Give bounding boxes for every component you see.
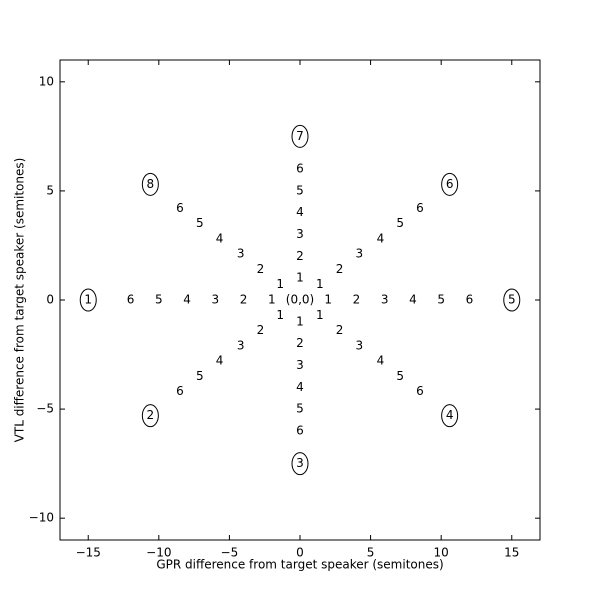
point-label: 6 <box>466 293 474 307</box>
circled-label: 2 <box>147 408 155 422</box>
point-label: 5 <box>396 216 404 230</box>
point-label: 6 <box>416 384 424 398</box>
circled-label: 6 <box>446 177 454 191</box>
x-tick-label: −15 <box>76 546 101 560</box>
x-axis-label: GPR difference from target speaker (semi… <box>156 558 443 572</box>
point-label: 5 <box>155 293 163 307</box>
point-label: 4 <box>377 354 385 368</box>
y-tick-label: −5 <box>36 402 54 416</box>
point-label: 3 <box>381 293 389 307</box>
x-tick-label: −10 <box>146 546 171 560</box>
point-label: 4 <box>296 380 304 394</box>
circle-marker <box>503 288 521 312</box>
circle-marker <box>141 404 159 428</box>
point-label: 4 <box>409 293 417 307</box>
point-label: 6 <box>416 201 424 215</box>
point-label: 3 <box>237 338 245 352</box>
point-label: 1 <box>316 308 324 322</box>
point-label: 1 <box>296 271 304 285</box>
point-label: 2 <box>336 262 344 276</box>
point-label: 4 <box>216 354 224 368</box>
circle-marker <box>291 124 309 148</box>
circle-marker <box>79 288 97 312</box>
x-tick-label: 5 <box>367 546 375 560</box>
point-label: 3 <box>296 358 304 372</box>
point-label: 1 <box>268 293 276 307</box>
x-tick-label: 15 <box>504 546 519 560</box>
point-label: 3 <box>296 227 304 241</box>
point-label: 6 <box>176 201 184 215</box>
point-label: 6 <box>176 384 184 398</box>
point-label: 2 <box>240 293 248 307</box>
point-label: 4 <box>377 231 385 245</box>
point-label: 2 <box>257 262 265 276</box>
point-label: 2 <box>296 336 304 350</box>
y-tick-label: 10 <box>39 74 54 88</box>
point-label: 4 <box>296 205 304 219</box>
point-label: 4 <box>216 231 224 245</box>
y-tick-label: 0 <box>46 293 54 307</box>
point-label: 3 <box>237 247 245 261</box>
point-label: 5 <box>296 183 304 197</box>
circled-label: 7 <box>296 129 304 143</box>
x-tick-label: 10 <box>434 546 449 560</box>
circle-marker <box>441 404 459 428</box>
point-label: 3 <box>355 338 363 352</box>
point-label: (0,0) <box>286 293 314 307</box>
circled-label: 1 <box>84 293 92 307</box>
x-tick-label: −5 <box>221 546 239 560</box>
point-label: 5 <box>196 216 204 230</box>
point-label: 1 <box>324 293 332 307</box>
y-tick-label: −10 <box>29 511 54 525</box>
circle-marker <box>441 172 459 196</box>
circle-marker <box>291 452 309 476</box>
x-tick-label: 0 <box>296 546 304 560</box>
point-label: 1 <box>316 277 324 291</box>
point-label: 5 <box>196 369 204 383</box>
circled-label: 5 <box>508 293 516 307</box>
point-label: 2 <box>296 249 304 263</box>
point-label: 2 <box>336 323 344 337</box>
point-label: 2 <box>353 293 361 307</box>
point-label: 6 <box>296 162 304 176</box>
point-label: 5 <box>296 402 304 416</box>
circle-marker <box>141 172 159 196</box>
y-axis-label: VTL difference from target speaker (semi… <box>13 158 27 443</box>
point-label: 3 <box>211 293 219 307</box>
point-label: 6 <box>296 423 304 437</box>
point-label: 2 <box>257 323 265 337</box>
point-label: 1 <box>296 314 304 328</box>
point-label: 5 <box>437 293 445 307</box>
circled-label: 8 <box>147 177 155 191</box>
y-tick-label: 5 <box>46 183 54 197</box>
point-label: 3 <box>355 247 363 261</box>
point-label: 4 <box>183 293 191 307</box>
point-label: 5 <box>396 369 404 383</box>
point-label: 1 <box>276 308 284 322</box>
point-label: 1 <box>276 277 284 291</box>
circled-label: 4 <box>446 408 454 422</box>
point-label: 6 <box>127 293 135 307</box>
circled-label: 3 <box>296 456 304 470</box>
